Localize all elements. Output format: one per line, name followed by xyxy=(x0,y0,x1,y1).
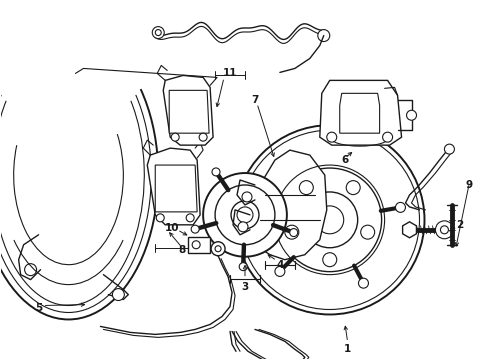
Circle shape xyxy=(359,278,368,288)
Circle shape xyxy=(407,110,416,120)
Circle shape xyxy=(152,27,164,39)
Circle shape xyxy=(323,253,337,267)
Circle shape xyxy=(285,225,299,239)
FancyBboxPatch shape xyxy=(188,237,210,253)
Polygon shape xyxy=(169,90,209,133)
Text: 9: 9 xyxy=(466,180,473,190)
Polygon shape xyxy=(320,80,401,145)
Text: 4: 4 xyxy=(276,260,284,270)
Circle shape xyxy=(240,130,419,310)
Circle shape xyxy=(199,133,207,141)
Circle shape xyxy=(156,214,164,222)
Polygon shape xyxy=(340,93,380,133)
Circle shape xyxy=(316,206,343,234)
Circle shape xyxy=(346,181,360,195)
Circle shape xyxy=(212,168,220,176)
Text: 8: 8 xyxy=(178,245,186,255)
Text: 5: 5 xyxy=(35,302,42,312)
Text: 6: 6 xyxy=(341,155,348,165)
Circle shape xyxy=(444,144,454,154)
Polygon shape xyxy=(147,148,200,225)
Circle shape xyxy=(215,246,221,252)
Polygon shape xyxy=(403,222,416,238)
Circle shape xyxy=(238,222,248,232)
Circle shape xyxy=(383,132,392,142)
Circle shape xyxy=(299,181,313,195)
Circle shape xyxy=(302,192,358,248)
Polygon shape xyxy=(250,150,327,260)
Circle shape xyxy=(155,30,161,36)
Circle shape xyxy=(171,133,179,141)
Text: 2: 2 xyxy=(456,220,463,230)
Circle shape xyxy=(191,225,199,233)
Text: 11: 11 xyxy=(223,68,237,78)
Circle shape xyxy=(318,30,330,41)
Circle shape xyxy=(395,202,405,212)
Circle shape xyxy=(186,214,194,222)
Circle shape xyxy=(275,266,285,276)
Circle shape xyxy=(239,263,247,271)
Text: 7: 7 xyxy=(251,95,259,105)
Circle shape xyxy=(211,242,225,256)
Circle shape xyxy=(235,125,424,315)
Text: 1: 1 xyxy=(344,345,351,354)
Circle shape xyxy=(231,201,259,229)
Circle shape xyxy=(24,264,37,276)
Circle shape xyxy=(192,241,200,249)
Circle shape xyxy=(436,221,453,239)
Circle shape xyxy=(441,226,448,234)
Circle shape xyxy=(327,132,337,142)
Circle shape xyxy=(112,289,124,301)
Circle shape xyxy=(242,192,252,202)
Text: 10: 10 xyxy=(165,223,179,233)
Polygon shape xyxy=(163,75,213,145)
Text: 3: 3 xyxy=(242,282,248,292)
Circle shape xyxy=(361,225,375,239)
Circle shape xyxy=(290,229,298,237)
Polygon shape xyxy=(155,165,197,212)
Circle shape xyxy=(237,207,253,223)
Circle shape xyxy=(215,185,275,245)
Circle shape xyxy=(278,168,382,272)
Circle shape xyxy=(203,173,287,257)
